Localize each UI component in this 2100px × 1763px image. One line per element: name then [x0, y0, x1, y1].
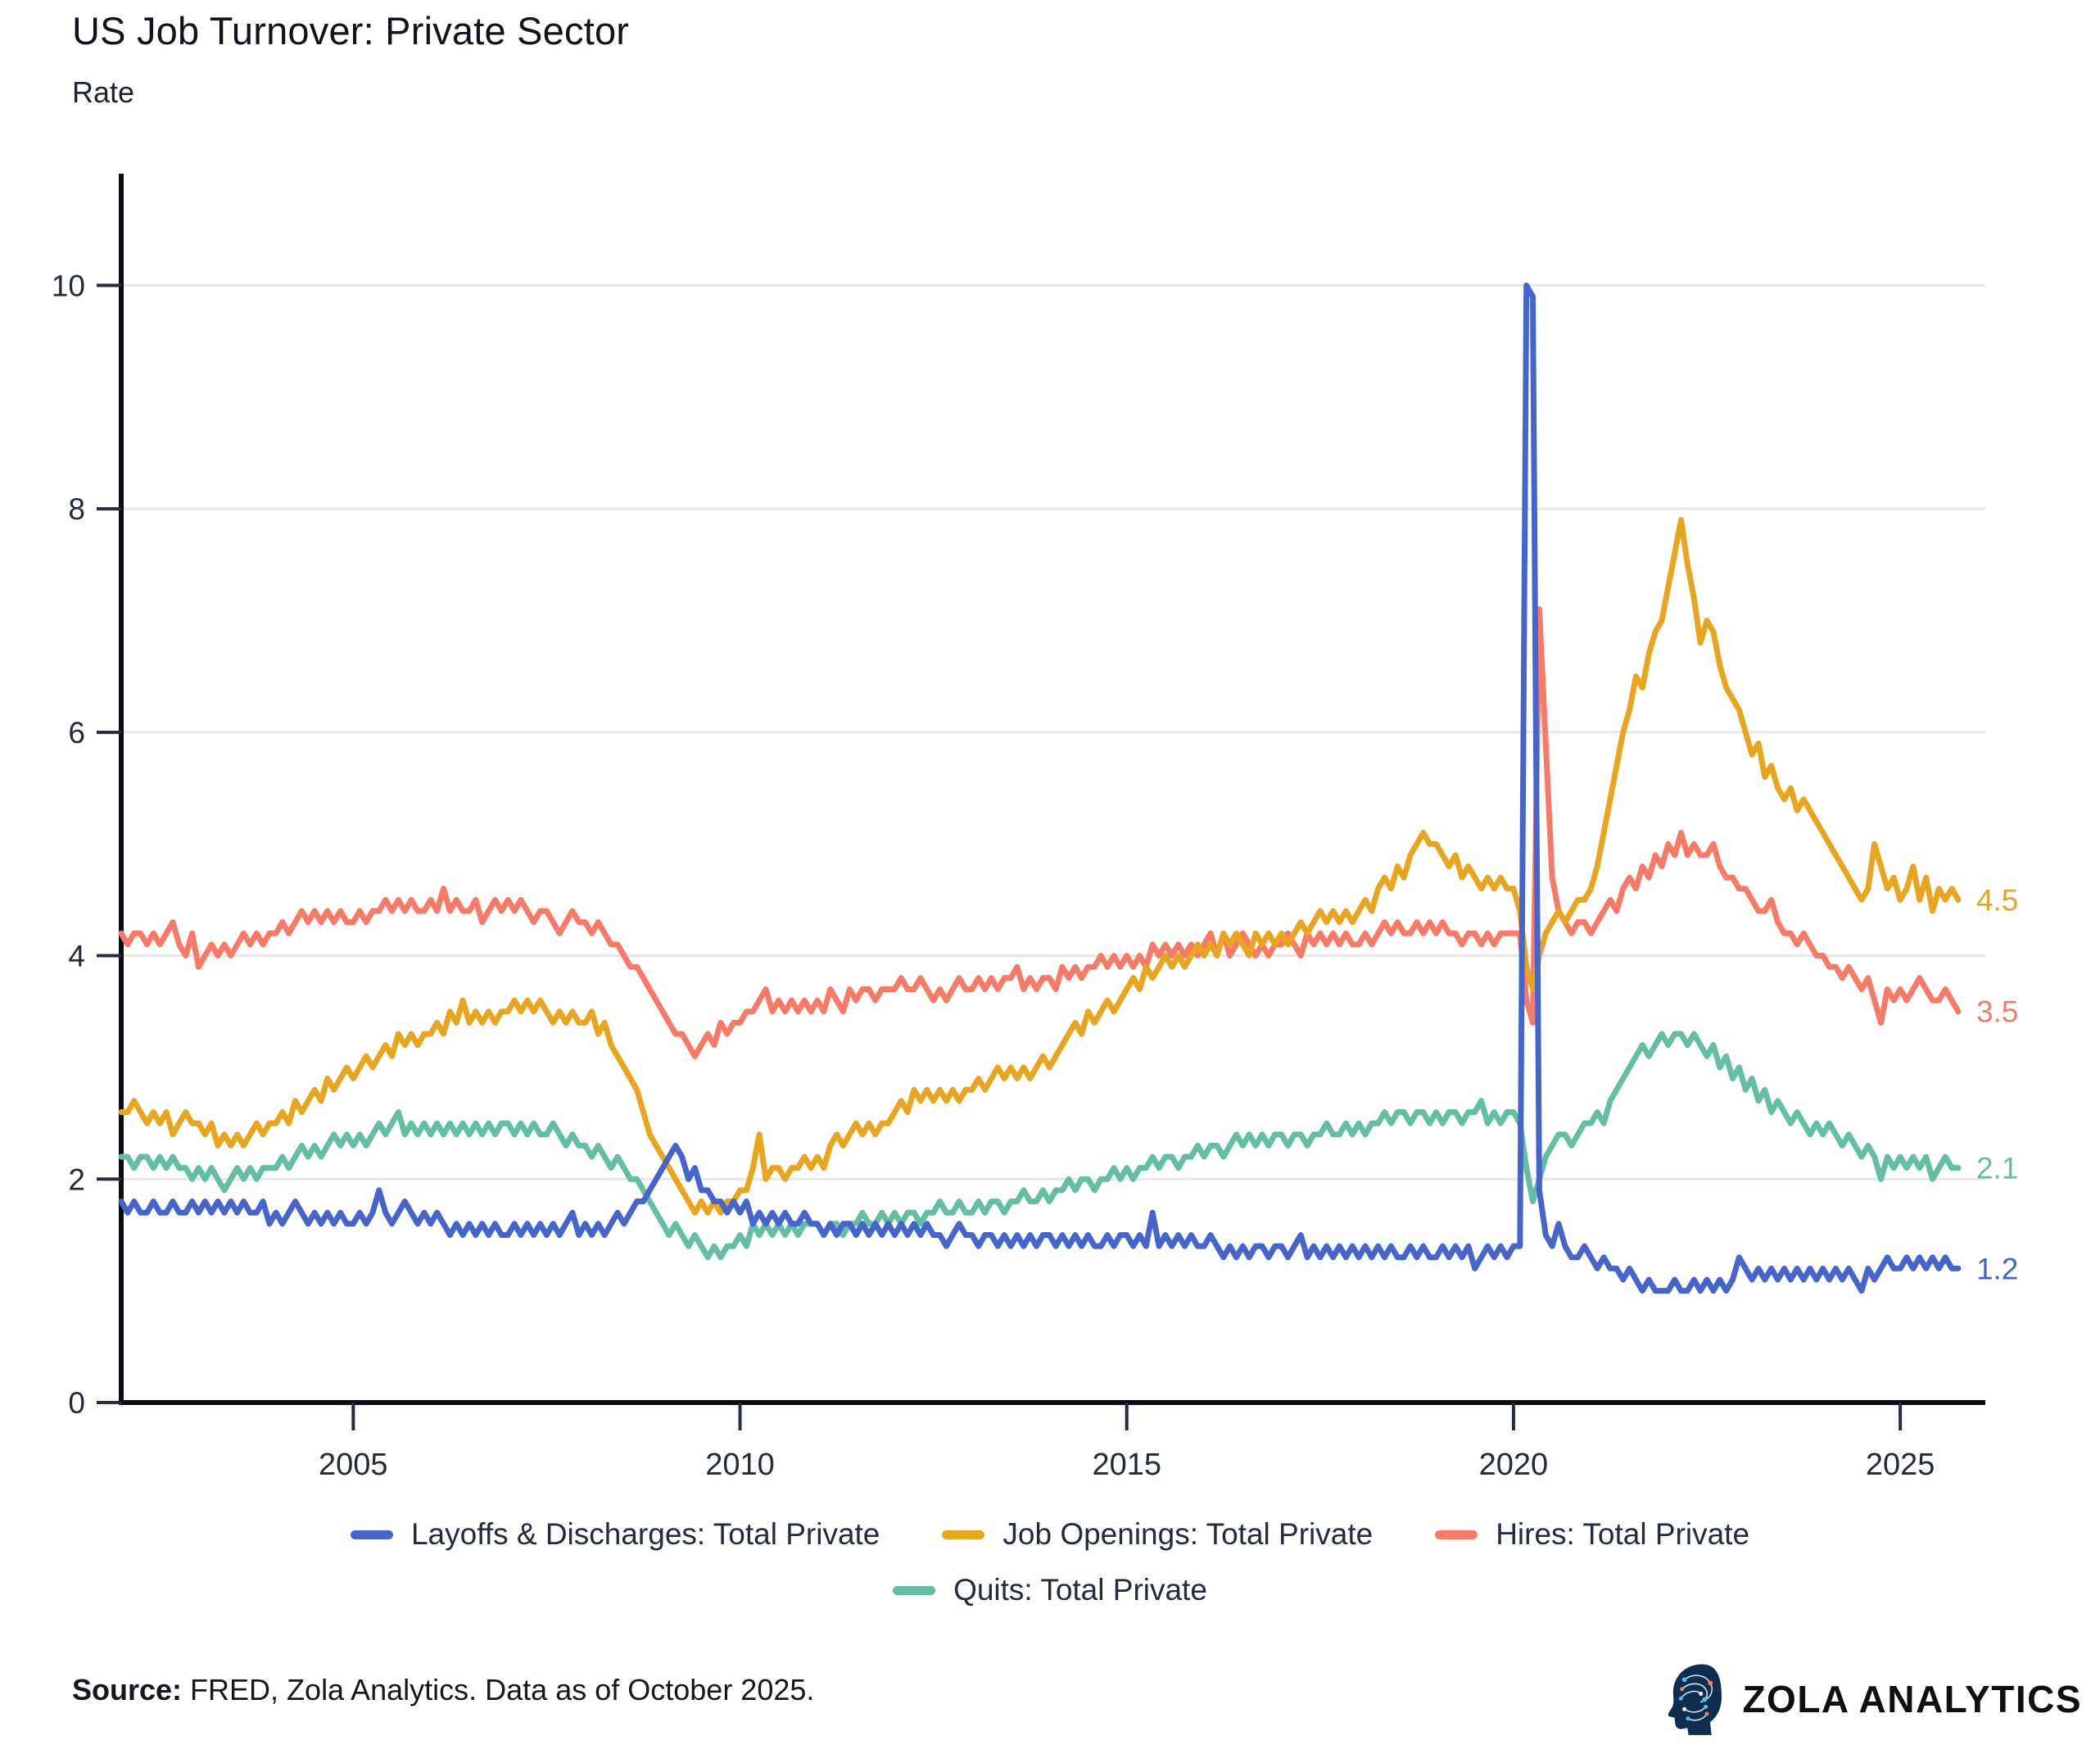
y-tick-label: 10	[52, 269, 85, 302]
y-tick-label: 8	[68, 492, 85, 526]
y-tick-label: 2	[68, 1162, 85, 1196]
y-axis-unit-label: Rate	[72, 75, 135, 109]
x-tick-label: 2025	[1866, 1448, 1935, 1482]
series-end-label: 2.1	[1976, 1152, 2018, 1185]
legend-label-quits: Quits: Total Private	[953, 1573, 1207, 1607]
x-tick-label: 2020	[1479, 1448, 1549, 1482]
series-line	[118, 1031, 1962, 1261]
legend-row-2: Quits: Total Private	[893, 1573, 1207, 1607]
y-tick-label: 0	[68, 1386, 85, 1420]
series-end-label: 3.5	[1976, 995, 2018, 1029]
logo-text: ZOLA ANALYTICS	[1742, 1678, 2082, 1720]
line-chart: 0 2 4 6 8 10 2005 2010 2015 2020 2025 3.5 4.5 2.1 1.2	[52, 174, 2018, 1482]
legend-swatch-hires	[1435, 1530, 1478, 1539]
x-tick-label: 2005	[319, 1448, 388, 1482]
chart-title: US Job Turnover: Private Sector	[72, 9, 630, 52]
source-text: FRED, Zola Analytics. Data as of October…	[182, 1673, 815, 1706]
legend-swatch-layoffs	[350, 1530, 393, 1539]
zola-analytics-logo: ZOLA ANALYTICS	[1667, 1663, 2082, 1735]
source-label: Source:	[72, 1673, 183, 1706]
series-end-label: 1.2	[1976, 1252, 2018, 1285]
series-line	[118, 606, 1962, 1059]
x-tick-label: 2010	[705, 1448, 775, 1482]
legend-item-layoffs: Layoffs & Discharges: Total Private	[350, 1517, 880, 1552]
legend-item-hires: Hires: Total Private	[1435, 1517, 1749, 1552]
head-circuit-icon	[1668, 1664, 1722, 1735]
series-line	[118, 282, 1962, 1294]
legend-swatch-quits	[893, 1585, 936, 1595]
legend-row-1: Layoffs & Discharges: Total Private Job …	[350, 1517, 1749, 1552]
source-note: Source: FRED, Zola Analytics. Data as of…	[72, 1673, 814, 1707]
legend-item-quits: Quits: Total Private	[893, 1573, 1207, 1607]
legend-label-layoffs: Layoffs & Discharges: Total Private	[410, 1517, 880, 1551]
y-tick-label: 4	[68, 940, 85, 973]
x-tick-label: 2015	[1092, 1448, 1161, 1482]
legend-label-hires: Hires: Total Private	[1496, 1517, 1750, 1551]
legend: Layoffs & Discharges: Total Private Job …	[0, 1517, 2100, 1607]
series-line	[118, 517, 1962, 1216]
series-end-label: 4.5	[1976, 883, 2018, 917]
y-tick-label: 6	[68, 716, 85, 750]
legend-label-openings: Job Openings: Total Private	[1002, 1517, 1374, 1551]
legend-swatch-openings	[942, 1530, 985, 1539]
legend-item-openings: Job Openings: Total Private	[942, 1517, 1373, 1552]
